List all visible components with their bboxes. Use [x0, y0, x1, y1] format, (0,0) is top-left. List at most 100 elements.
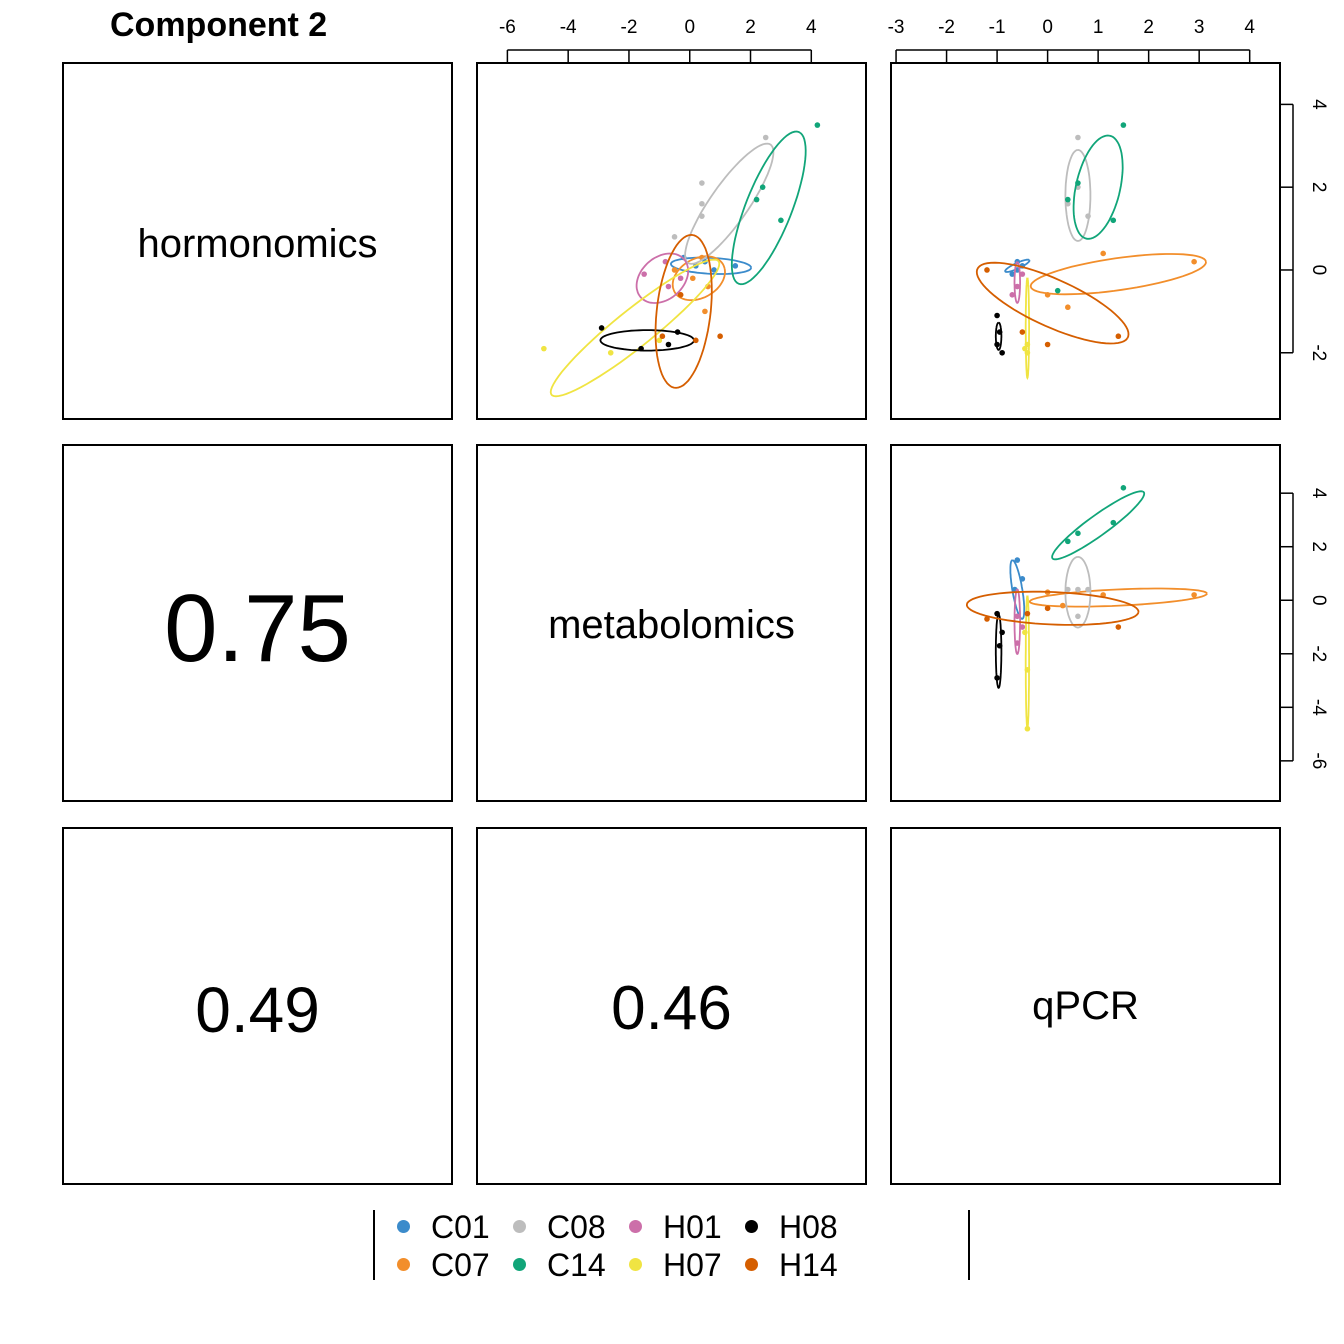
point-H07-1 — [607, 349, 614, 356]
point-H14-1 — [1019, 329, 1026, 335]
y-axis-metabolomics-tick-label: -4 — [1308, 699, 1329, 716]
point-C08-1 — [699, 200, 705, 207]
y-axis-metabolomics-tick-label: -2 — [1308, 645, 1329, 662]
point-H14-0 — [984, 616, 990, 622]
point-C08-0 — [1065, 586, 1071, 593]
point-H08-2 — [665, 341, 672, 348]
point-H14-3 — [677, 292, 684, 298]
ellipse-H07 — [1024, 277, 1030, 381]
legend-label-C08: C08 — [547, 1209, 606, 1245]
ellipse-H01 — [1013, 261, 1021, 304]
point-C07-0 — [1191, 592, 1197, 598]
point-C08-3 — [1085, 213, 1091, 219]
y-axis-metabolomics-tick-label: -6 — [1308, 752, 1329, 769]
legend-marker-H14 — [745, 1258, 758, 1271]
block-label-qPCR: qPCR — [1032, 984, 1139, 1028]
diag-panel-qPCR: qPCR — [890, 827, 1281, 1185]
ellipse-H08 — [994, 321, 1003, 351]
point-C08-2 — [699, 213, 705, 219]
point-H08-3 — [994, 312, 1000, 319]
point-C14-2 — [1065, 196, 1071, 203]
point-C14-1 — [1110, 519, 1117, 526]
legend-marker-C14 — [513, 1258, 526, 1271]
legend-label-C01: C01 — [431, 1209, 490, 1245]
x-axis-qPCR-tick-label: 2 — [1143, 17, 1154, 38]
point-C07-1 — [1100, 250, 1106, 257]
ellipse-C14 — [1072, 134, 1124, 240]
point-H07-0 — [541, 345, 547, 352]
legend-label-H07: H07 — [663, 1247, 722, 1283]
ellipse-C08 — [684, 142, 775, 265]
point-H08-2 — [999, 349, 1005, 356]
point-H07-1 — [1024, 725, 1031, 732]
point-C14-3 — [778, 217, 784, 224]
point-H14-3 — [1044, 341, 1051, 348]
point-H14-1 — [1044, 605, 1051, 612]
x-axis-metabolomics-tick-label: 0 — [684, 17, 695, 38]
ellipse-C14 — [730, 130, 807, 286]
corr-panel-qPCR-hormonomics: 0.49 — [62, 827, 453, 1185]
point-C08-0 — [699, 180, 705, 186]
point-H07-2 — [1022, 345, 1028, 352]
ellipse-C14 — [1051, 490, 1146, 561]
point-C08-0 — [1075, 134, 1081, 141]
point-C07-4 — [702, 308, 708, 315]
legend-marker-C08 — [513, 1220, 526, 1233]
point-H08-2 — [994, 675, 1000, 681]
correlation-value: 0.46 — [611, 974, 732, 1043]
x-axis-qPCR-tick-label: 1 — [1093, 17, 1104, 38]
ellipse-H14 — [654, 233, 713, 389]
legend-left-border — [373, 1210, 375, 1280]
y-axis-metabolomics-tick-label: 2 — [1308, 541, 1329, 552]
point-H01-2 — [1009, 292, 1016, 298]
corr-panel-qPCR-metabolomics: 0.46 — [476, 827, 867, 1185]
legend-label-H01: H01 — [663, 1209, 722, 1245]
ellipse-H14 — [975, 261, 1130, 345]
correlation-value: 0.75 — [164, 575, 351, 682]
x-axis-qPCR-tick-label: 4 — [1244, 17, 1255, 38]
point-H08-0 — [994, 610, 1000, 617]
x-axis-qPCR-tick-label: -2 — [938, 17, 955, 38]
point-C07-3 — [1065, 304, 1071, 311]
diag-panel-metabolomics: metabolomics — [476, 444, 867, 802]
point-H07-0 — [1024, 341, 1031, 348]
point-C14-2 — [1075, 530, 1081, 537]
point-C14-3 — [1110, 217, 1117, 224]
ellipse-C07 — [1029, 253, 1207, 296]
ellipse-C08 — [1064, 149, 1092, 242]
legend-label-H08: H08 — [779, 1209, 838, 1245]
x-axis-qPCR-tick-label: -1 — [989, 17, 1006, 38]
y-axis-metabolomics-tick-label: 4 — [1308, 488, 1329, 499]
legend-marker-H01 — [629, 1220, 642, 1233]
x-axis-qPCR-tick-label: 0 — [1042, 17, 1053, 38]
point-C07-2 — [1044, 292, 1051, 298]
point-H08-1 — [996, 642, 1003, 649]
point-H07-1 — [1024, 349, 1031, 356]
point-C01-1 — [1019, 576, 1026, 582]
legend-marker-C01 — [397, 1220, 410, 1233]
correlation-value: 0.49 — [195, 974, 320, 1046]
point-H08-3 — [999, 629, 1005, 636]
point-C07-0 — [1191, 258, 1197, 265]
legend-marker-C07 — [397, 1258, 410, 1271]
y-axis-hormonomics-tick-label: 4 — [1308, 99, 1329, 110]
point-C14-1 — [759, 184, 766, 190]
legend-label-C14: C14 — [547, 1247, 606, 1283]
point-H01-0 — [641, 271, 647, 277]
ellipse-H01 — [1013, 588, 1021, 656]
point-H08-0 — [598, 325, 605, 331]
y-axis-hormonomics-tick-label: -2 — [1308, 344, 1329, 361]
y-axis-hormonomics-tick-label: 0 — [1308, 265, 1329, 276]
point-H01-1 — [665, 283, 672, 290]
x-axis-metabolomics-tick-label: -6 — [499, 17, 516, 38]
legend-label-H14: H14 — [779, 1247, 838, 1283]
x-axis-qPCR-tick-label: -3 — [888, 17, 905, 38]
point-H08-1 — [994, 341, 1000, 348]
point-C14-0 — [1120, 485, 1127, 491]
x-axis-qPCR-tick-label: 3 — [1194, 17, 1205, 38]
point-C14-3 — [1065, 538, 1071, 545]
block-label-hormonomics: hormonomics — [137, 222, 378, 266]
point-H01-0 — [1014, 283, 1021, 290]
block-label-metabolomics: metabolomics — [548, 603, 795, 647]
